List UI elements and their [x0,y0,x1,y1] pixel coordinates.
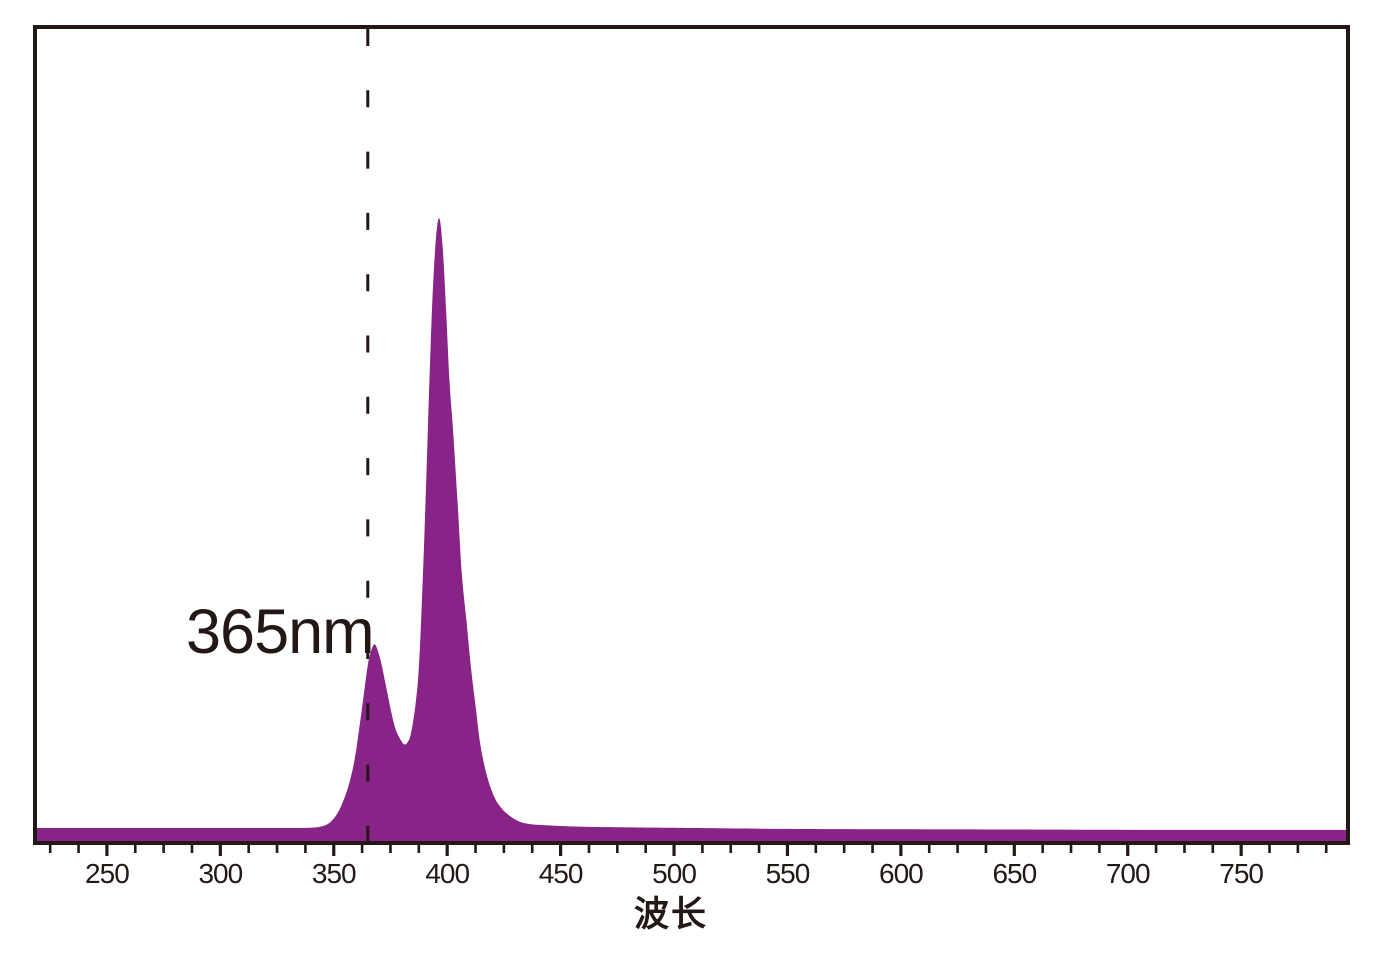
x-axis-label: 波长 [633,895,708,934]
x-tick-label: 450 [539,858,583,889]
x-tick-label: 750 [1219,858,1263,889]
x-tick-label: 250 [85,858,129,889]
x-tick-label: 600 [879,858,923,889]
x-tick-label: 350 [312,858,356,889]
peak-annotation-365nm: 365nm [186,597,375,667]
plot-frame [33,25,1350,845]
spectrum-area [35,218,1348,844]
x-tick-label: 400 [425,858,469,889]
x-tick-label: 700 [1106,858,1150,889]
x-tick-label: 500 [652,858,696,889]
x-tick-label: 650 [992,858,1036,889]
x-tick-label: 300 [198,858,242,889]
x-tick-label: 550 [766,858,810,889]
